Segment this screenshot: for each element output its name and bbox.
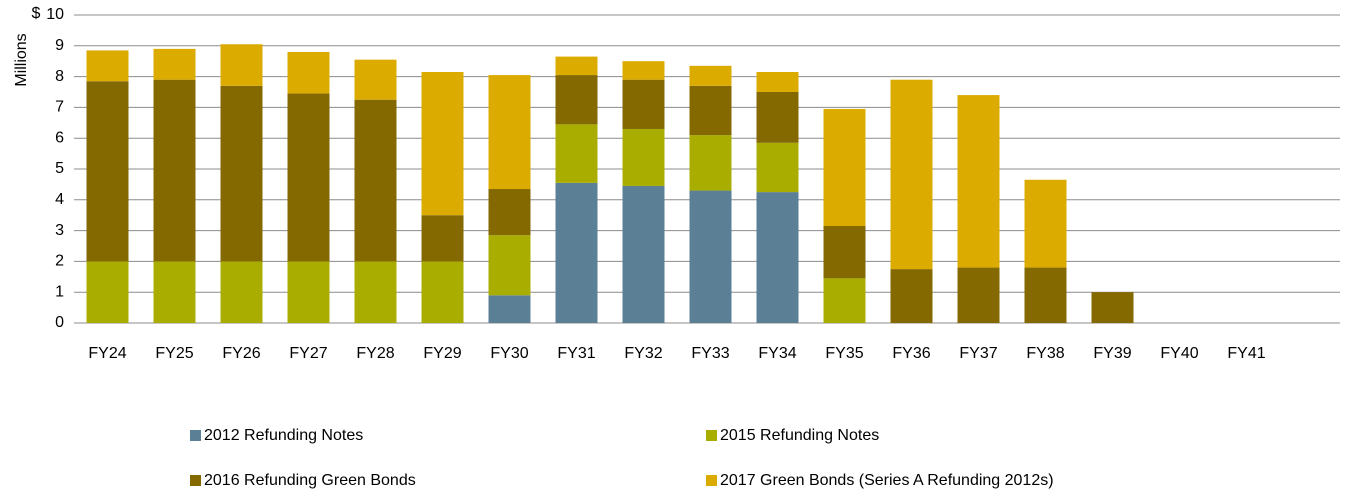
x-tick-label: FY40 — [1160, 345, 1198, 362]
bar-segment — [86, 261, 129, 323]
bar-segment — [153, 261, 196, 323]
bar-segment — [957, 95, 1000, 268]
bar-segment — [622, 79, 665, 129]
y-tick-label: 2 — [55, 253, 64, 270]
bar-segment — [287, 51, 330, 94]
x-tick-label: FY30 — [490, 345, 528, 362]
bar-segment — [488, 189, 531, 236]
y-tick-label: 7 — [55, 99, 64, 116]
x-tick-label: FY31 — [557, 345, 595, 362]
y-unit-label: $ — [32, 5, 41, 22]
x-tick-label: FY36 — [892, 345, 930, 362]
bar-segment — [756, 192, 799, 323]
y-axis-title: Millions — [13, 33, 30, 86]
legend-swatch — [190, 430, 201, 441]
bar-segment — [287, 261, 330, 323]
y-tick-label: 8 — [55, 68, 64, 85]
bar-segment — [555, 56, 598, 76]
bar-segment — [488, 75, 531, 190]
y-tick-label: 4 — [55, 191, 64, 208]
bar-segment — [220, 85, 263, 262]
bar-segment — [890, 269, 933, 323]
y-tick-label: 3 — [55, 222, 64, 239]
bar-segment — [622, 61, 665, 80]
bar-segment — [354, 59, 397, 100]
x-tick-label: FY35 — [825, 345, 863, 362]
x-tick-label: FY27 — [289, 345, 327, 362]
bar-segment — [756, 92, 799, 143]
bar-segment — [488, 295, 531, 323]
bar-segment — [555, 124, 598, 183]
bar-segment — [421, 215, 464, 262]
bar-segment — [689, 190, 732, 323]
legend-label: 2015 Refunding Notes — [720, 427, 879, 444]
y-tick-label: 9 — [55, 37, 64, 54]
x-tick-label: FY32 — [624, 345, 662, 362]
legend-swatch — [706, 475, 717, 486]
bar-segment — [354, 261, 397, 323]
x-tick-label: FY26 — [222, 345, 260, 362]
x-tick-label: FY41 — [1227, 345, 1265, 362]
bar-segment — [890, 79, 933, 270]
y-tick-label: 5 — [55, 160, 64, 177]
bar-segment — [555, 182, 598, 323]
bar-segment — [488, 235, 531, 296]
y-tick-label: 0 — [55, 314, 64, 331]
bar-segment — [1024, 267, 1067, 323]
y-tick-label: 1 — [55, 283, 64, 300]
bar-segment — [756, 142, 799, 193]
x-tick-label: FY28 — [356, 345, 394, 362]
bar-segment — [823, 108, 866, 226]
bar-segment — [622, 128, 665, 186]
bar-segment — [153, 48, 196, 80]
bar-segment — [823, 278, 866, 323]
bar-segment — [689, 65, 732, 86]
x-tick-label: FY34 — [758, 345, 796, 362]
bar-segment — [555, 75, 598, 125]
x-tick-label: FY37 — [959, 345, 997, 362]
bar-segment — [153, 79, 196, 262]
bar-segment — [354, 99, 397, 262]
bar-segment — [689, 85, 732, 136]
bar-segment — [220, 44, 263, 86]
legend-label: 2017 Green Bonds (Series A Refunding 201… — [720, 472, 1054, 489]
bar-segment — [689, 135, 732, 191]
bar-segment — [756, 71, 799, 92]
y-tick-label: 10 — [46, 6, 64, 23]
x-tick-label: FY39 — [1093, 345, 1131, 362]
bar-segment — [823, 225, 866, 279]
bar-segment — [957, 267, 1000, 323]
bar-segment — [421, 71, 464, 216]
bar-segment — [220, 261, 263, 323]
x-tick-label: FY29 — [423, 345, 461, 362]
legend-swatch — [190, 475, 201, 486]
legend-label: 2012 Refunding Notes — [204, 427, 363, 444]
bar-segment — [421, 261, 464, 323]
bar-segment — [86, 81, 129, 262]
bar-segment — [1024, 179, 1067, 268]
bar-segment — [622, 185, 665, 323]
x-tick-label: FY38 — [1026, 345, 1064, 362]
legend-swatch — [706, 430, 717, 441]
x-tick-label: FY33 — [691, 345, 729, 362]
legend-label: 2016 Refunding Green Bonds — [204, 472, 416, 489]
y-tick-label: 6 — [55, 129, 64, 146]
bar-segment — [287, 93, 330, 262]
bar-segment — [1091, 292, 1134, 323]
bar-segment — [86, 50, 129, 82]
x-tick-label: FY24 — [88, 345, 126, 362]
x-tick-label: FY25 — [155, 345, 193, 362]
